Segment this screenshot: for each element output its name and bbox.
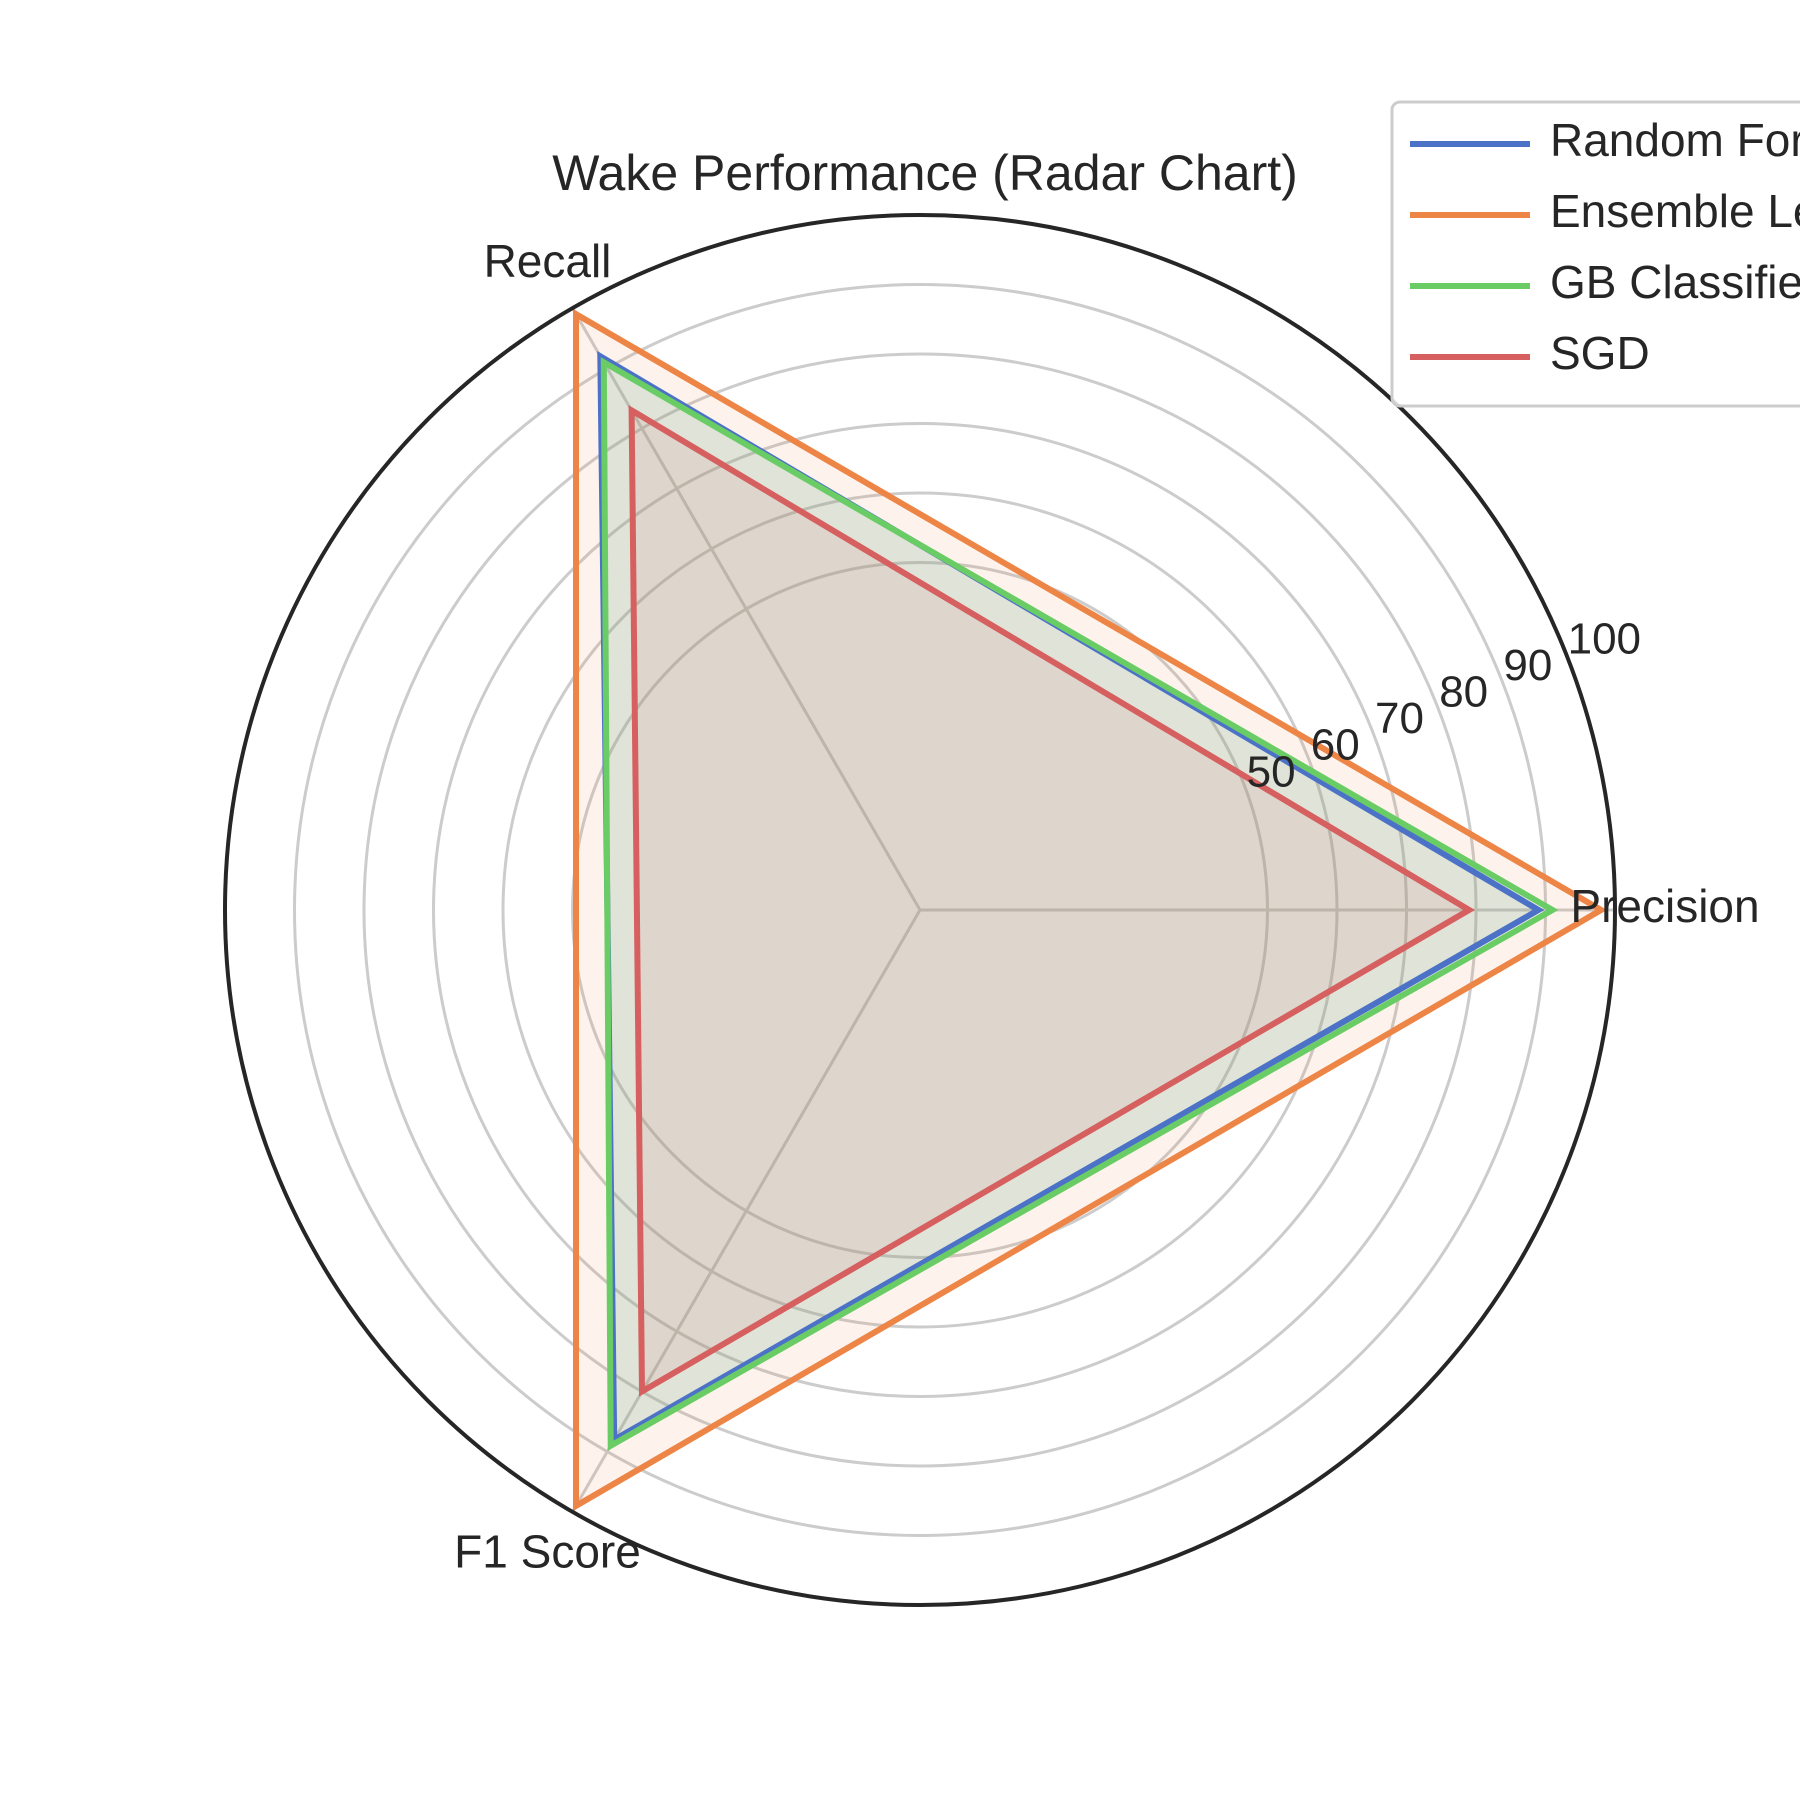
- series-area-gb-classifier: [603, 362, 1553, 1446]
- radial-tick-labels: 50 60 70 80 90 100: [1247, 614, 1641, 796]
- chart-title: Wake Performance (Radar Chart): [552, 145, 1298, 201]
- legend-label: GB Classifier: [1550, 256, 1800, 308]
- axis-labels: Precision Recall F1 Score: [454, 235, 1759, 1577]
- series-area-random-forest: [600, 356, 1539, 1440]
- r-tick-label: 100: [1568, 614, 1641, 663]
- series-area-sgd: [631, 410, 1470, 1392]
- r-tick-label: 50: [1247, 747, 1296, 796]
- series-line-sgd: [628, 405, 1476, 1397]
- legend: Random Forest Ensemble Learning GB Classif…: [1390, 100, 1800, 408]
- legend-frame: [1390, 100, 1800, 408]
- r-tick-label: 60: [1311, 721, 1360, 770]
- radar-series: [573, 308, 1608, 1512]
- radar-outer-frame: [223, 213, 1617, 1607]
- series-area-ensemble-learning: [576, 314, 1602, 1506]
- legend-label: Ensemble Learning: [1550, 185, 1800, 237]
- axis-label: Precision: [1570, 880, 1759, 932]
- series-line-gb-classifier: [600, 357, 1559, 1451]
- r-tick-label: 80: [1439, 668, 1488, 717]
- r-tick-label: 70: [1375, 694, 1424, 743]
- legend-label: Random Forest: [1550, 114, 1800, 166]
- axis-label: Recall: [484, 235, 612, 287]
- legend-label: SGD: [1550, 327, 1650, 379]
- axis-label: F1 Score: [454, 1525, 641, 1577]
- series-line-ensemble-learning: [573, 308, 1608, 1512]
- r-tick-label: 90: [1503, 641, 1552, 690]
- grid-spoke: [571, 909, 922, 1513]
